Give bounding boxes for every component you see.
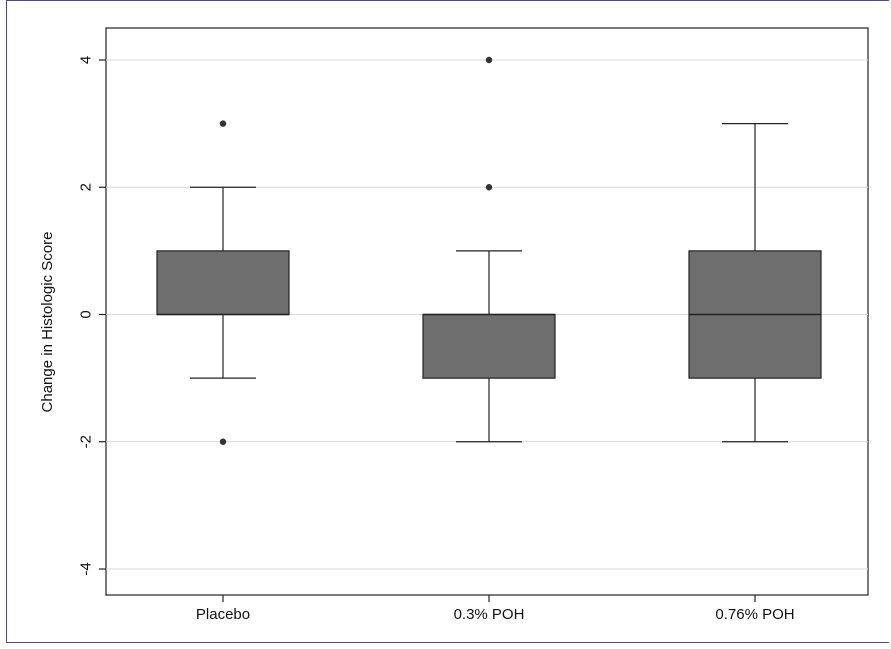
iqr-box — [156, 250, 290, 316]
y-axis: 4 2 0 -2 -4 — [77, 56, 106, 576]
y-axis-title: Change in Histologic Score — [39, 232, 56, 413]
outlier-point — [485, 184, 493, 191]
x-tick-label: Placebo — [196, 606, 250, 623]
y-tick-label: -4 — [77, 562, 94, 575]
x-tick-label: 0.76% POH — [715, 606, 794, 623]
x-axis: Placebo 0.3% POH 0.76% POH — [196, 595, 795, 623]
box-group-3 — [688, 123, 822, 443]
box-group-2 — [422, 56, 556, 443]
box-group-1 — [156, 120, 290, 445]
outlier-point — [219, 120, 227, 127]
y-tick-label: -2 — [77, 435, 94, 448]
figure-frame — [6, 0, 889, 643]
outlier-point — [219, 438, 227, 445]
y-tick-label: 0 — [77, 310, 94, 318]
iqr-box — [422, 313, 556, 379]
y-tick-label: 2 — [77, 183, 94, 191]
x-tick-label: 0.3% POH — [454, 606, 525, 623]
y-tick-label: 4 — [77, 56, 94, 64]
outlier-point — [485, 56, 493, 64]
boxes — [156, 56, 822, 445]
